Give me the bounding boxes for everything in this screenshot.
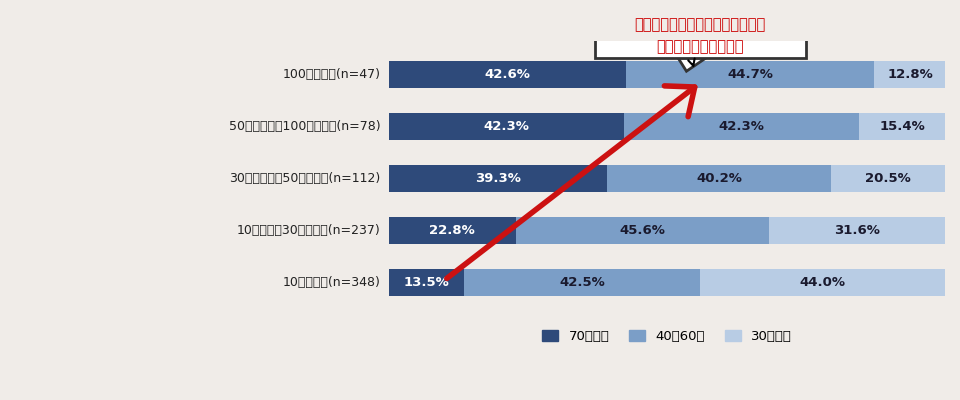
Text: 12.8%: 12.8% [887,68,933,81]
Bar [389,269,464,296]
Text: 42.5%: 42.5% [560,276,605,289]
Bar [769,217,945,244]
Text: 39.3%: 39.3% [475,172,521,185]
Text: 42.3%: 42.3% [719,120,765,133]
Text: につれ、満足度も上昇: につれ、満足度も上昇 [657,39,744,54]
Bar [701,269,945,296]
Bar [624,113,859,140]
Bar [389,113,624,140]
Legend: 70点以上, 40～60点, 30点以下: 70点以上, 40～60点, 30点以下 [537,325,797,348]
Bar [516,217,769,244]
Text: 44.0%: 44.0% [800,276,846,289]
Text: 45.6%: 45.6% [619,224,665,237]
Text: 10万以上～30万円未満(n=237): 10万以上～30万円未満(n=237) [237,224,381,237]
FancyBboxPatch shape [594,14,806,58]
Polygon shape [678,58,706,71]
Bar [608,165,831,192]
Text: インテリアにかける総額が上がる: インテリアにかける総額が上がる [635,17,766,32]
Text: 42.3%: 42.3% [484,120,530,133]
Text: 13.5%: 13.5% [403,276,449,289]
Text: 10万円未満(n=348): 10万円未満(n=348) [283,276,381,289]
Bar [875,61,946,88]
Bar [626,61,875,88]
Text: 40.2%: 40.2% [696,172,742,185]
Text: 42.6%: 42.6% [485,68,530,81]
Bar [389,165,608,192]
Text: 31.6%: 31.6% [834,224,880,237]
Text: 22.8%: 22.8% [429,224,475,237]
Bar [389,61,626,88]
Text: 100万円以上(n=47): 100万円以上(n=47) [282,68,381,81]
Bar [389,217,516,244]
Text: 44.7%: 44.7% [727,68,773,81]
Text: 50万円以上～100万円未満(n=78): 50万円以上～100万円未満(n=78) [229,120,381,133]
Text: 15.4%: 15.4% [879,120,925,133]
Bar [831,165,945,192]
Text: 20.5%: 20.5% [865,172,911,185]
Text: 30万円以上～50万円未満(n=112): 30万円以上～50万円未満(n=112) [229,172,381,185]
Bar [464,269,701,296]
Bar [859,113,945,140]
